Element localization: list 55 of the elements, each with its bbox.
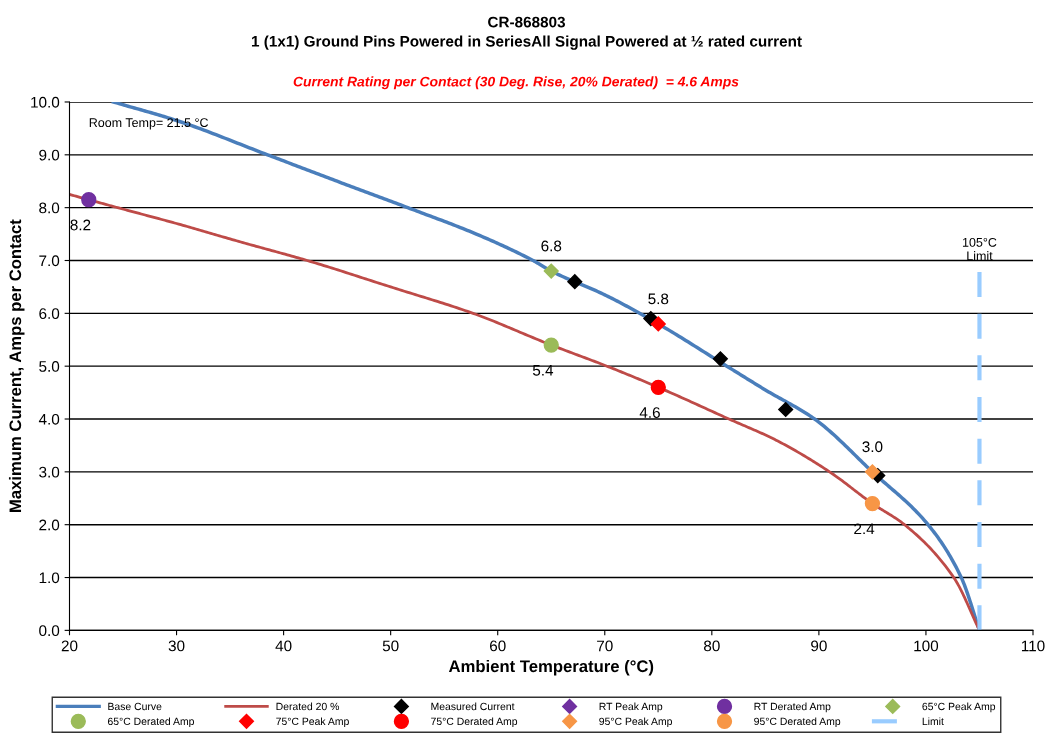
x-tick-label: 20	[61, 640, 78, 652]
y-axis-title: Maximum Current, Amps per Contact	[8, 219, 25, 512]
point	[650, 316, 666, 332]
y-tick-label: 5.0	[39, 361, 60, 372]
x-tick-label: 110	[1021, 640, 1045, 652]
x-axis-title: Ambient Temperature (°C)	[448, 659, 654, 676]
legend-label: Limit	[922, 717, 944, 726]
text: Current Rating per Contact (30 Deg. Rise, 20% Derated) = 4.6 Amps	[293, 76, 739, 90]
data-label: 8.2	[70, 219, 91, 231]
y-tick-label: 7.0	[39, 255, 60, 267]
x-tick-label: 90	[811, 640, 827, 652]
point	[81, 192, 97, 208]
data-label: 3.0	[862, 441, 883, 453]
annotation: 105°C Limit	[962, 237, 997, 261]
legend-label: Measured Current	[431, 702, 515, 711]
data-label: 5.4	[532, 365, 554, 376]
point	[778, 401, 794, 418]
point	[543, 337, 559, 353]
data-label: 4.6	[639, 407, 660, 418]
x-tick-label: 50	[382, 640, 399, 652]
y-tick-label: 6.0	[39, 308, 60, 320]
x-tick-label: 70	[597, 640, 613, 652]
x-tick-label: 40	[275, 640, 292, 652]
legend-label: RT Derated Amp	[754, 702, 831, 713]
data-label: 6.8	[541, 240, 562, 252]
legend-label: 65°C Derated Amp	[107, 717, 194, 728]
y-tick-label: 0.0	[39, 625, 60, 637]
legend-label: 75°C Derated Amp	[431, 717, 518, 728]
y-tick-label: 9.0	[39, 149, 60, 161]
legend-label: 95°C Derated Amp	[754, 717, 841, 728]
y-tick-label: 1.0	[39, 572, 60, 584]
legend-label: 75°C Peak Amp	[276, 717, 349, 728]
x-tick-label: 60	[490, 640, 506, 652]
point	[864, 495, 881, 512]
point	[864, 464, 880, 480]
legend-label: 95°C Peak Amp	[599, 717, 672, 728]
legend-label: RT Peak Amp	[599, 702, 663, 713]
y-tick-label: 3.0	[39, 466, 60, 478]
y-tick-label: 8.0	[39, 202, 60, 214]
legend-label: Derated 20 %	[276, 702, 339, 711]
x-tick-label: 80	[704, 640, 720, 652]
chart-subtitle: 1 (1x1) Ground Pins Powered in SeriesAll Signal Powered at ½ rated current	[251, 35, 802, 50]
data-label: 5.8	[648, 293, 669, 305]
y-tick-label: 2.0	[39, 519, 60, 531]
point	[543, 263, 559, 279]
legend-label: Base Curve	[108, 702, 162, 711]
x-tick-label: 30	[168, 640, 185, 652]
chart-title: CR-868803	[488, 16, 566, 28]
point	[650, 379, 666, 395]
legend-label: 65°C Peak Amp	[922, 702, 996, 713]
point	[567, 274, 583, 290]
point	[712, 351, 728, 367]
y-tick-label: 10.0	[31, 96, 60, 108]
x-tick-label: 100	[914, 640, 939, 652]
y-tick-label: 4.0	[38, 413, 60, 425]
